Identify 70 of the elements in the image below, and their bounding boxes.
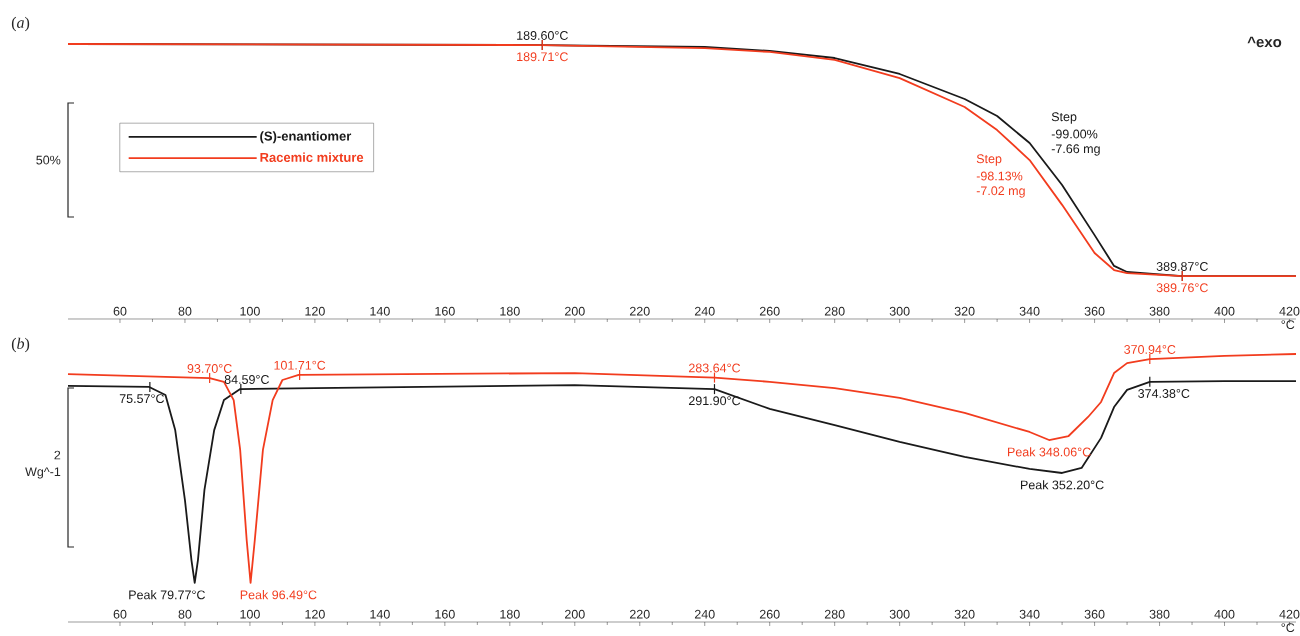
- x-tick-label: 360: [1084, 609, 1105, 619]
- annotation: Step: [1051, 112, 1077, 124]
- x-tick-label: 360: [1084, 306, 1105, 316]
- x-tick-label: 420: [1279, 609, 1300, 619]
- x-tick-label: 260: [759, 609, 780, 619]
- annotation: 84.59°C: [224, 375, 269, 384]
- annotation: Peak 352.20°C: [1021, 480, 1104, 490]
- x-axis-title: °C: [1281, 320, 1295, 330]
- x-tick-label: 280: [824, 609, 845, 619]
- x-tick-label: 260: [759, 306, 780, 316]
- annotation: Peak 348.06°C: [1008, 447, 1091, 457]
- x-tick-label: 180: [500, 306, 520, 316]
- annotation: 75.57°C: [119, 394, 165, 404]
- annotation: 283.64°C: [688, 363, 741, 373]
- annotation: 389.87°C: [1156, 262, 1208, 271]
- text: 50%: [36, 155, 61, 165]
- text: (a): [11, 16, 30, 32]
- annotation: Peak 96.49°C: [240, 590, 317, 600]
- x-tick-label: 180: [500, 609, 520, 619]
- x-tick-label: 60: [113, 609, 127, 619]
- x-axis-title: °C: [1281, 623, 1295, 633]
- x-tick-label: 380: [1149, 609, 1170, 619]
- annotation: 101.71°C: [274, 360, 326, 370]
- text: (b): [11, 337, 30, 353]
- text: (S)-enantiomer: [260, 131, 352, 144]
- annotation: ^exo: [1247, 36, 1282, 48]
- annotation: -99.00%: [1051, 129, 1098, 139]
- annotation: 189.60°C: [517, 31, 568, 40]
- x-tick-label: 120: [305, 609, 325, 619]
- x-tick-label: 300: [889, 306, 910, 316]
- text: Racemic mixture: [260, 152, 364, 162]
- x-tick-label: 400: [1214, 609, 1235, 619]
- x-tick-label: 80: [178, 609, 192, 619]
- annotation: -98.13%: [976, 171, 1023, 181]
- annotation: 389.76°C: [1156, 283, 1208, 293]
- annotation: -7.02 mg: [976, 186, 1025, 198]
- annotation: 374.38°C: [1138, 389, 1190, 398]
- x-tick-label: 320: [954, 306, 975, 316]
- x-tick-label: 400: [1214, 306, 1235, 316]
- annotation: 291.90°C: [688, 396, 741, 406]
- text: 2: [54, 450, 61, 460]
- x-tick-label: 200: [564, 609, 585, 619]
- x-tick-label: 120: [305, 306, 325, 316]
- x-tick-label: 140: [370, 306, 390, 316]
- annotation: 189.71°C: [517, 52, 568, 62]
- x-tick-label: 240: [694, 306, 715, 316]
- x-tick-label: 60: [113, 306, 127, 316]
- x-tick-label: 100: [240, 306, 260, 316]
- x-tick-label: 160: [435, 609, 455, 619]
- x-tick-label: 300: [889, 609, 910, 619]
- x-tick-label: 160: [435, 306, 455, 316]
- annotation: -7.66 mg: [1051, 144, 1100, 156]
- x-tick-label: 200: [564, 306, 585, 316]
- x-tick-label: 340: [1019, 306, 1040, 316]
- x-tick-label: 380: [1149, 306, 1170, 316]
- x-tick-label: 240: [694, 609, 715, 619]
- x-tick-label: 100: [240, 609, 260, 619]
- x-tick-label: 220: [629, 306, 650, 316]
- annotation: Peak 79.77°C: [129, 590, 205, 600]
- x-tick-label: 420: [1279, 306, 1300, 316]
- x-tick-label: 320: [954, 609, 975, 619]
- x-tick-label: 340: [1019, 609, 1040, 619]
- annotation: Step: [976, 154, 1002, 166]
- x-tick-label: 80: [178, 306, 192, 316]
- x-tick-label: 140: [370, 609, 390, 619]
- text: Wg^-1: [25, 467, 61, 479]
- x-tick-label: 280: [824, 306, 845, 316]
- annotation: 370.94°C: [1124, 345, 1176, 354]
- x-tick-label: 220: [629, 609, 650, 619]
- annotation: 93.70°C: [187, 364, 232, 373]
